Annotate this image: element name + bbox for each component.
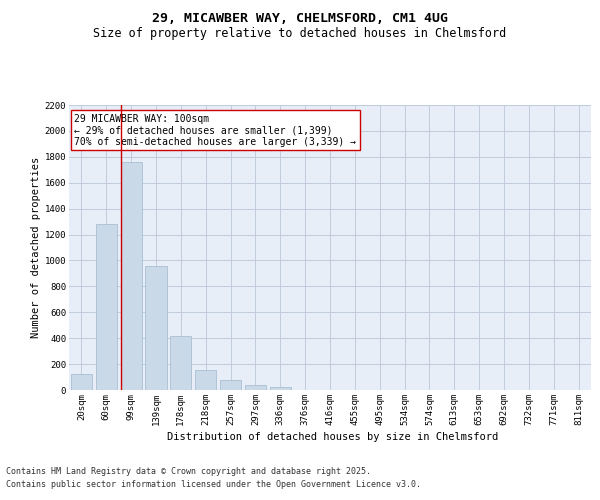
Bar <box>71 374 92 390</box>
Bar <box>195 370 216 390</box>
Text: 29, MICAWBER WAY, CHELMSFORD, CM1 4UG: 29, MICAWBER WAY, CHELMSFORD, CM1 4UG <box>152 12 448 26</box>
Bar <box>96 224 117 390</box>
Text: Distribution of detached houses by size in Chelmsford: Distribution of detached houses by size … <box>167 432 499 442</box>
Y-axis label: Number of detached properties: Number of detached properties <box>31 157 41 338</box>
Text: Size of property relative to detached houses in Chelmsford: Size of property relative to detached ho… <box>94 28 506 40</box>
Text: Contains HM Land Registry data © Crown copyright and database right 2025.: Contains HM Land Registry data © Crown c… <box>6 468 371 476</box>
Bar <box>245 386 266 390</box>
Bar <box>170 336 191 390</box>
Bar <box>121 162 142 390</box>
Text: 29 MICAWBER WAY: 100sqm
← 29% of detached houses are smaller (1,399)
70% of semi: 29 MICAWBER WAY: 100sqm ← 29% of detache… <box>74 114 356 147</box>
Bar <box>145 266 167 390</box>
Text: Contains public sector information licensed under the Open Government Licence v3: Contains public sector information licen… <box>6 480 421 489</box>
Bar <box>270 388 291 390</box>
Bar <box>220 380 241 390</box>
